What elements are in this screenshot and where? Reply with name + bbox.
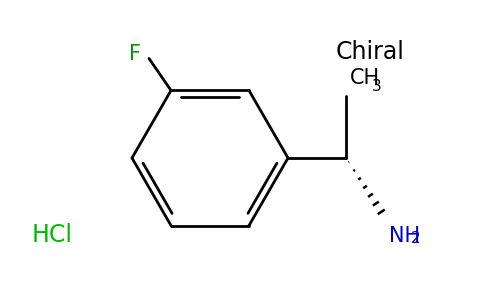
Text: F: F <box>129 44 141 64</box>
Text: CH: CH <box>350 68 380 88</box>
Text: 3: 3 <box>372 79 382 94</box>
Text: Chiral: Chiral <box>335 40 405 64</box>
Text: NH: NH <box>389 226 420 246</box>
Text: HCl: HCl <box>31 223 73 247</box>
Text: 2: 2 <box>411 231 421 246</box>
